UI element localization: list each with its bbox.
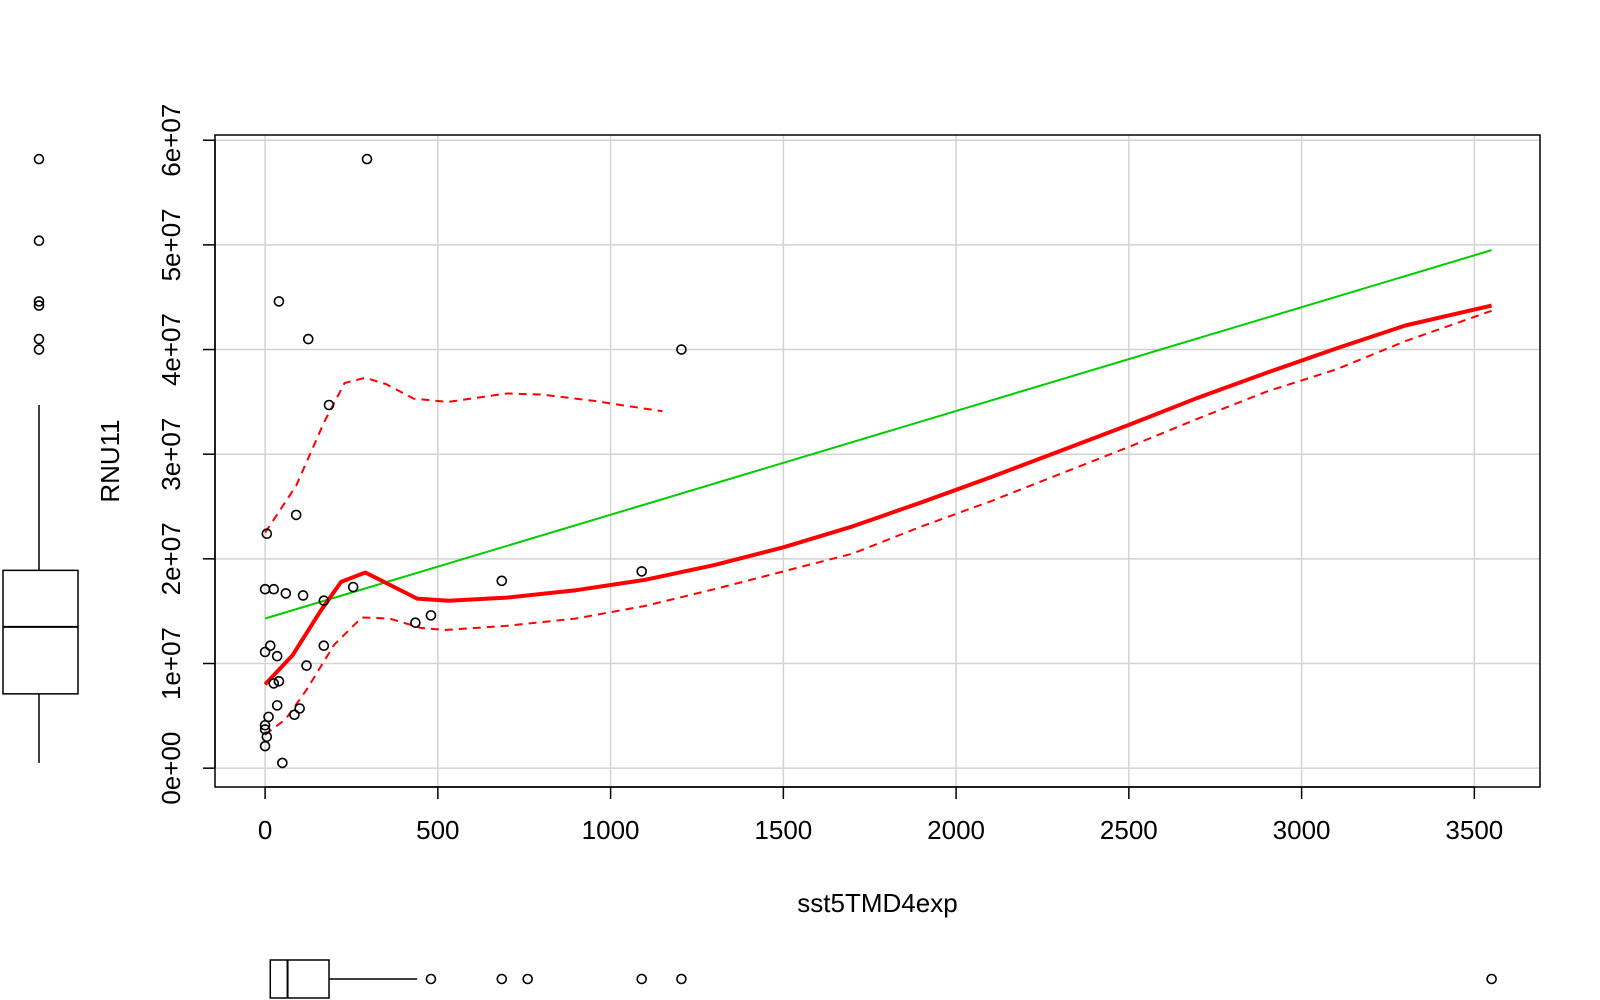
data-point bbox=[425, 610, 437, 621]
y-box-outlier bbox=[33, 333, 45, 345]
upper-spread-line bbox=[264, 376, 663, 534]
smooth-layer bbox=[263, 249, 1493, 736]
data-point bbox=[268, 583, 280, 595]
y-tick-label: 3e+07 bbox=[156, 418, 186, 491]
data-point bbox=[301, 660, 312, 671]
data-point bbox=[496, 575, 508, 587]
x-axis-title: sst5TMD4exp bbox=[797, 888, 957, 918]
data-point bbox=[676, 344, 687, 355]
data-point bbox=[273, 296, 285, 307]
x-box-outlier bbox=[496, 973, 508, 985]
y-box-outlier bbox=[33, 296, 45, 307]
data-point bbox=[280, 588, 292, 599]
data-point bbox=[277, 757, 288, 769]
y-box-outlier bbox=[33, 300, 45, 311]
x-box-outlier bbox=[522, 973, 533, 985]
y-box-outlier bbox=[33, 344, 45, 355]
plot-frame bbox=[214, 134, 1541, 788]
data-point bbox=[297, 590, 309, 601]
data-point bbox=[271, 650, 283, 662]
y-box bbox=[2, 569, 79, 695]
data-point bbox=[264, 640, 276, 652]
grid bbox=[215, 135, 1540, 787]
y-tick-label: 1e+07 bbox=[156, 627, 186, 700]
y-tick-label: 4e+07 bbox=[156, 313, 186, 386]
data-point bbox=[294, 703, 305, 714]
x-tick-label: 0 bbox=[258, 815, 272, 845]
data-point bbox=[273, 675, 285, 687]
y-axis-title: RNU11 bbox=[95, 419, 125, 502]
data-point bbox=[361, 153, 373, 165]
x-axis: 0 500 1000 1500 2000 2500 3000 3500 bbox=[258, 786, 1503, 845]
x-tick-label: 500 bbox=[416, 815, 459, 845]
y-tick-label: 0e+00 bbox=[156, 732, 186, 805]
data-point bbox=[347, 581, 359, 593]
y-box-outlier bbox=[33, 153, 45, 165]
data-point bbox=[318, 595, 330, 607]
x-box bbox=[269, 959, 330, 999]
y-axis: 0e+00 1e+07 2e+07 3e+07 4e+07 5e+07 6e+07 bbox=[156, 104, 216, 805]
y-box-outlier bbox=[33, 235, 45, 247]
x-tick-label: 3000 bbox=[1273, 815, 1331, 845]
y-tick-label: 5e+07 bbox=[156, 208, 186, 281]
points-layer bbox=[259, 153, 687, 769]
regression-line bbox=[264, 249, 1492, 620]
data-point bbox=[318, 640, 330, 652]
x-box-outlier bbox=[425, 973, 437, 985]
x-tick-label: 3500 bbox=[1445, 815, 1503, 845]
x-tick-label: 1500 bbox=[754, 815, 812, 845]
data-point bbox=[410, 617, 421, 628]
data-point bbox=[259, 646, 271, 658]
data-point bbox=[302, 333, 314, 345]
x-box-outlier bbox=[1486, 973, 1497, 985]
y-tick-label: 6e+07 bbox=[156, 104, 186, 177]
smooth-line bbox=[263, 303, 1493, 686]
lower-spread-line bbox=[264, 309, 1492, 736]
y-marginal-boxplot bbox=[2, 153, 79, 763]
x-tick-label: 2000 bbox=[927, 815, 985, 845]
data-point bbox=[268, 678, 280, 689]
data-point bbox=[259, 740, 271, 752]
x-box-outlier bbox=[636, 973, 647, 985]
x-box-outlier bbox=[676, 973, 687, 985]
data-point bbox=[323, 399, 335, 411]
y-tick-label: 2e+07 bbox=[156, 522, 186, 595]
data-point bbox=[289, 709, 300, 721]
data-point bbox=[261, 528, 273, 540]
data-point bbox=[259, 724, 271, 735]
x-tick-label: 2500 bbox=[1100, 815, 1158, 845]
data-point bbox=[290, 509, 302, 521]
x-tick-label: 1000 bbox=[582, 815, 640, 845]
data-point bbox=[636, 566, 647, 577]
x-marginal-boxplot bbox=[269, 959, 1497, 999]
data-point bbox=[259, 719, 271, 731]
data-point bbox=[271, 700, 283, 711]
